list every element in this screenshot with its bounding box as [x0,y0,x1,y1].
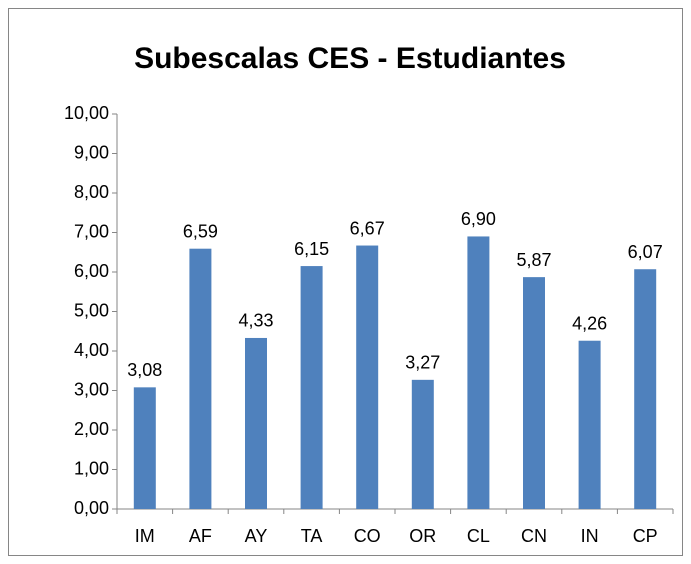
y-tick-label: 9,00 [74,142,109,162]
x-tick-label: AF [189,526,212,546]
value-label: 3,08 [127,360,162,380]
value-label: 4,26 [572,313,607,333]
value-label: 6,15 [294,239,329,259]
y-tick-label: 2,00 [74,419,109,439]
bar [467,236,490,509]
x-tick-label: CP [633,526,658,546]
y-tick-label: 10,00 [64,103,109,123]
value-label: 3,27 [405,353,440,373]
bar [300,266,323,509]
chart-title: Subescalas CES - Estudiantes [134,42,566,75]
x-tick-label: AY [245,526,268,546]
y-tick-label: 4,00 [74,340,109,360]
bar [411,379,434,509]
x-tick-label: TA [301,526,323,546]
bar [523,277,545,509]
value-label: 4,33 [238,311,273,331]
y-tick-label: 5,00 [74,300,109,320]
bar [356,245,379,509]
y-tick-label: 7,00 [74,221,109,241]
chart-border [8,8,683,556]
x-tick-label: CN [521,526,547,546]
x-tick-label: IN [581,526,599,546]
x-tick-label: CO [354,526,381,546]
y-tick-label: 6,00 [74,261,109,281]
bar [578,340,601,509]
bar [133,387,156,509]
y-tick-label: 1,00 [74,458,109,478]
value-label: 5,87 [516,250,551,270]
value-label: 6,90 [461,209,496,229]
value-label: 6,59 [183,221,218,241]
value-label: 6,07 [628,242,663,262]
x-tick-label: IM [135,526,155,546]
y-tick-label: 3,00 [74,379,109,399]
bar [189,248,212,509]
x-tick-label: OR [409,526,436,546]
bar [634,269,657,509]
value-label: 6,67 [350,218,385,238]
y-tick-label: 0,00 [74,498,109,518]
bar [245,337,267,509]
y-tick-label: 8,00 [74,182,109,202]
x-tick-label: CL [467,526,490,546]
